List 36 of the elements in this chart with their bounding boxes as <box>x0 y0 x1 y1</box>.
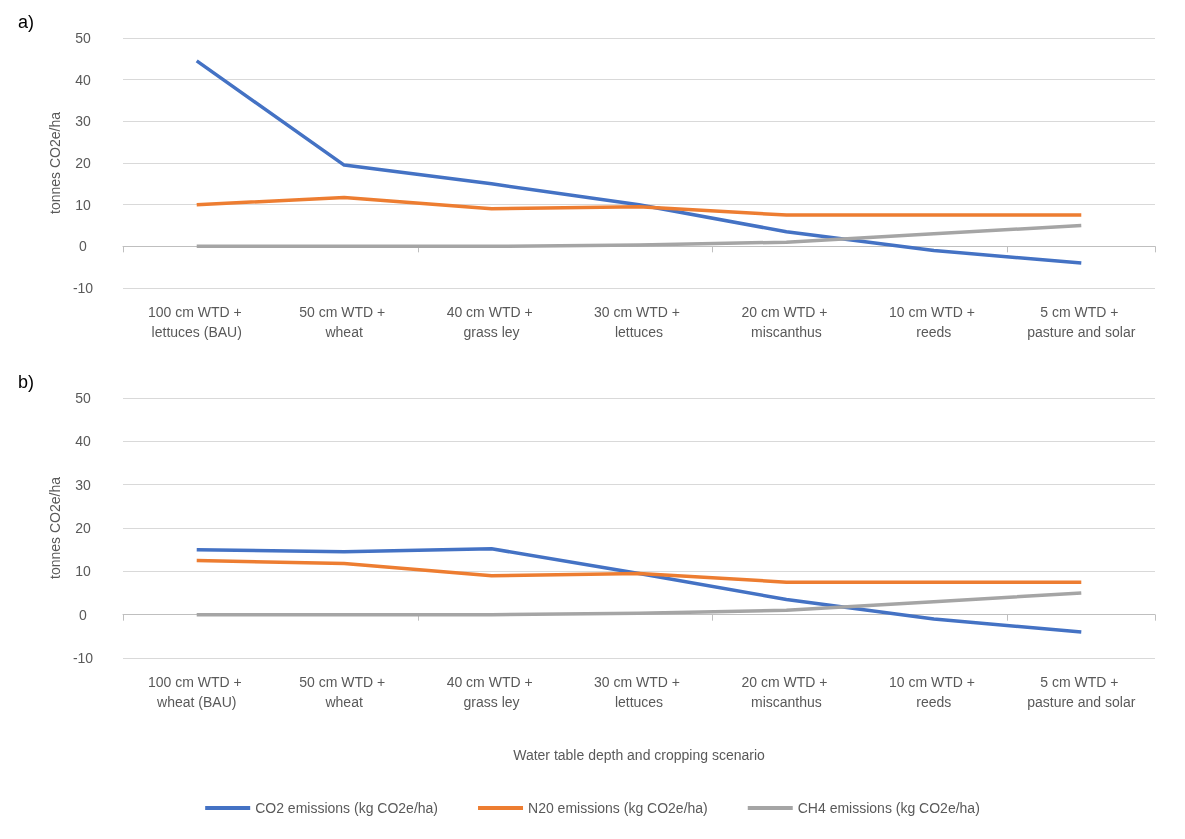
legend-label: N20 emissions (kg CO2e/ha) <box>528 800 708 816</box>
y-tick-label: 20 <box>75 155 91 171</box>
y-tick-label: 0 <box>79 238 88 255</box>
x-tick-label: 5 cm WTD + pasture and solar <box>1027 674 1136 710</box>
x-tick-label: 30 cm WTD + lettuces <box>594 304 684 340</box>
y-tick-label: 40 <box>75 433 91 450</box>
y-axis-title: tonnes CO2e/ha <box>46 476 63 579</box>
x-tick-label: 100 cm WTD + wheat (BAU) <box>147 674 246 710</box>
x-tick-label: 30 cm WTD + lettuces <box>594 674 684 710</box>
x-tick-label: 20 cm WTD + miscanthus <box>741 674 832 710</box>
x-tick-label: 50 cm WTD + wheat <box>299 304 390 340</box>
y-tick-label: 50 <box>75 390 91 406</box>
x-tick-label: 5 cm WTD + pasture and solar <box>1027 304 1136 340</box>
y-axis-title: tonnes CO2e/ha <box>46 111 63 214</box>
x-axis-title: Water table depth and cropping scenario <box>513 747 766 763</box>
x-tick-label: 10 cm WTD + reeds <box>888 304 979 340</box>
text: b) <box>18 372 35 392</box>
x-tick-label: 40 cm WTD + grass ley <box>446 304 537 340</box>
y-tick-label: 10 <box>75 563 91 580</box>
y-tick-label: 30 <box>75 113 91 130</box>
x-tick-label: 20 cm WTD + miscanthus <box>741 304 832 340</box>
y-tick-label: -10 <box>72 280 94 296</box>
y-tick-label: 40 <box>75 71 91 88</box>
x-tick-label: 10 cm WTD + reeds <box>888 674 979 710</box>
x-tick-label: 50 cm WTD + wheat <box>299 674 390 710</box>
y-tick-label: 20 <box>75 520 91 536</box>
text: a) <box>18 12 35 32</box>
legend-label: CH4 emissions (kg CO2e/ha) <box>797 800 980 816</box>
x-tick-label: 40 cm WTD + grass ley <box>446 674 537 710</box>
y-tick-label: 0 <box>79 606 88 623</box>
y-tick-label: 30 <box>75 476 91 493</box>
y-tick-label: 50 <box>75 30 91 46</box>
y-tick-label: 10 <box>75 196 91 213</box>
legend-label: CO2 emissions (kg CO2e/ha) <box>255 800 439 816</box>
x-tick-label: 100 cm WTD + lettuces (BAU) <box>147 304 246 340</box>
y-tick-label: -10 <box>72 650 94 666</box>
